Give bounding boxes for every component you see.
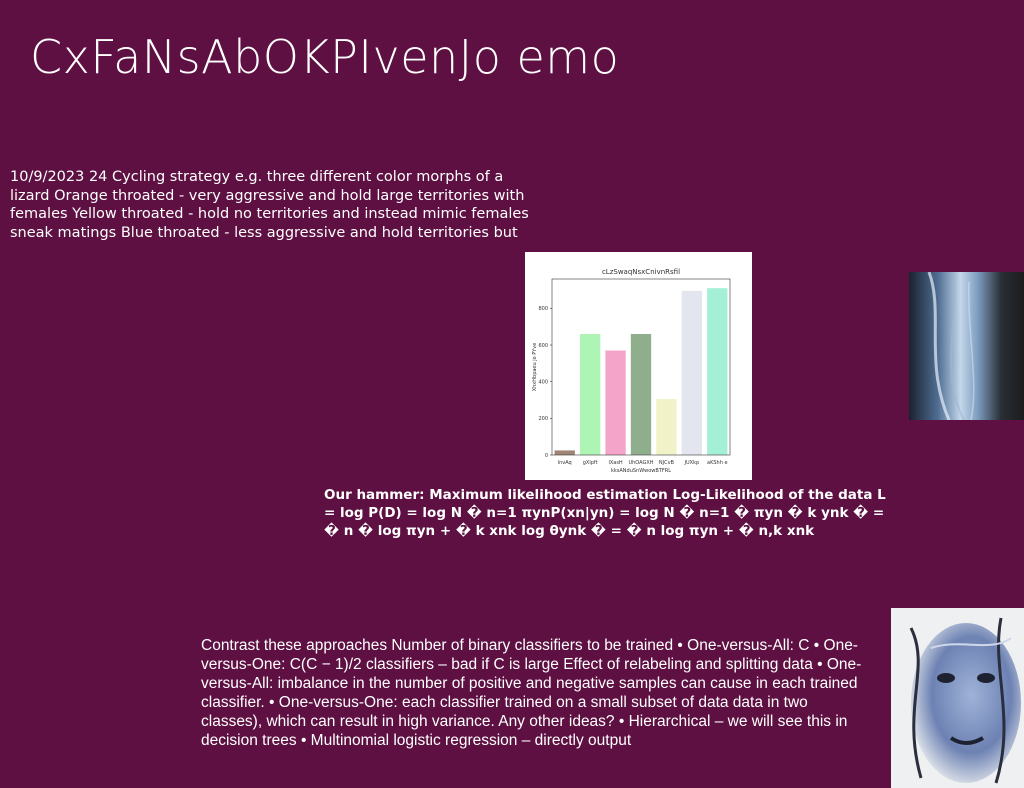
- x-tick-label: gXlpft: [583, 460, 598, 466]
- y-tick-label: 400: [538, 379, 548, 385]
- lizard-paragraph: 10/9/2023 24 Cycling strategy e.g. three…: [10, 169, 529, 241]
- bar-7: [707, 288, 728, 455]
- bar-4: [630, 334, 652, 455]
- hammer-text: Our hammer: Maximum likelihood estimatio…: [324, 487, 886, 539]
- plot-frame: [551, 278, 731, 456]
- bar-6: [681, 290, 703, 455]
- x-tick-label: JUXkp: [684, 460, 700, 466]
- slide-title: CxFaNsAbOKPIvenJo emo: [30, 30, 620, 84]
- x-tick-label: NJCvB: [659, 460, 675, 466]
- y-axis-label: XhxHbpaeu jo PYve: [532, 343, 538, 392]
- y-tick-label: 0: [545, 453, 548, 459]
- x-axis-label: kksANduSnWwowBTFRL: [611, 468, 671, 474]
- x-tick-label: lXasH: [608, 460, 622, 466]
- bar-2: [579, 334, 601, 455]
- bar-5: [656, 399, 677, 455]
- bar-chart: cLzSwaqNsxCnivnRsfil lnvAq gXlpft lXasH UhOA…: [525, 252, 752, 480]
- y-tick-label: 200: [538, 416, 548, 422]
- x-tick-label: UhOAGXH: [628, 460, 653, 466]
- contrast-paragraph: Contrast these approaches Number of bina…: [201, 637, 862, 749]
- chart-title: cLzSwaqNsxCnivnRsfil: [602, 268, 680, 276]
- y-tick-label: 600: [538, 343, 548, 349]
- bar-chart-svg: cLzSwaqNsxCnivnRsfil lnvAq gXlpft lXasH UhOA…: [532, 268, 731, 474]
- x-tick-label: aKShh e: [707, 460, 728, 466]
- y-tick-label: 800: [538, 306, 548, 312]
- abstract-blue-photo-icon: [909, 272, 1024, 420]
- bar-1: [554, 450, 575, 455]
- abstract-photo-icon: [909, 272, 1024, 420]
- bar-3: [605, 350, 626, 455]
- portrait-photo-icon: [891, 608, 1024, 788]
- face-portrait-photo-icon: [891, 608, 1024, 788]
- x-tick-label: lnvAq: [558, 460, 572, 466]
